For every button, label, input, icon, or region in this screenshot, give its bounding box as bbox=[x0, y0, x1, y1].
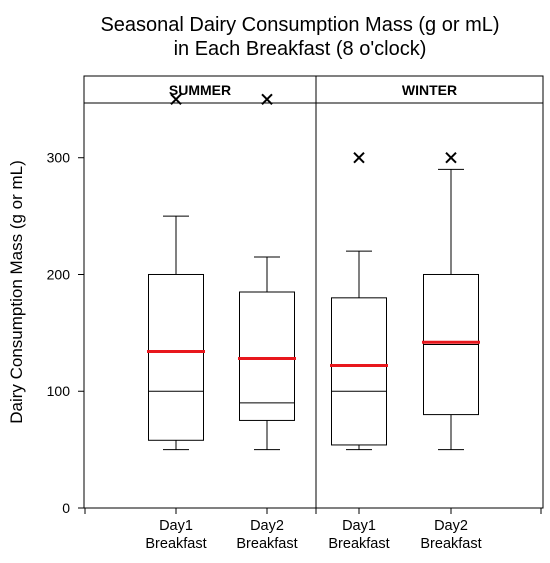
box-group-winter-day2 bbox=[422, 152, 480, 451]
outlier-marker bbox=[353, 152, 365, 164]
x-category-label: Day2 bbox=[434, 518, 468, 534]
x-category-label: Breakfast bbox=[145, 536, 206, 552]
x-category-label: Day2 bbox=[250, 518, 284, 534]
x-category-label: Breakfast bbox=[328, 536, 389, 552]
box-iqr bbox=[239, 291, 295, 421]
x-category-label: Breakfast bbox=[236, 536, 297, 552]
box-group-summer-day2 bbox=[238, 93, 296, 451]
x-category-label: Day1 bbox=[159, 518, 193, 534]
y-tick-label: 200 bbox=[47, 266, 71, 282]
box-group-summer-day1 bbox=[147, 93, 205, 451]
x-category-label: Breakfast bbox=[420, 536, 481, 552]
box-iqr bbox=[148, 273, 204, 441]
y-tick-label: 0 bbox=[62, 500, 70, 516]
panel-label-winter: WINTER bbox=[402, 82, 457, 98]
y-tick-label: 100 bbox=[47, 383, 71, 399]
plot-area: SUMMER WINTER 0 100 200 300 Day1 Breakfast Day2 B… bbox=[47, 75, 544, 552]
box-group-winter-day1 bbox=[330, 152, 388, 451]
y-tick-label: 300 bbox=[47, 150, 71, 166]
outlier-marker bbox=[170, 93, 182, 106]
y-axis-label: Dairy Consumption Mass (g or mL) bbox=[7, 160, 26, 424]
outlier-marker bbox=[261, 93, 273, 106]
panel-label-summer: SUMMER bbox=[169, 82, 231, 98]
plot-frame bbox=[83, 75, 544, 509]
outlier-marker bbox=[445, 152, 457, 164]
chart-title-line-1: Seasonal Dairy Consumption Mass (g or mL… bbox=[100, 14, 499, 36]
box-iqr bbox=[331, 297, 387, 446]
x-category-label: Day1 bbox=[342, 518, 376, 534]
chart-title-line-2: in Each Breakfast (8 o'clock) bbox=[174, 38, 427, 60]
